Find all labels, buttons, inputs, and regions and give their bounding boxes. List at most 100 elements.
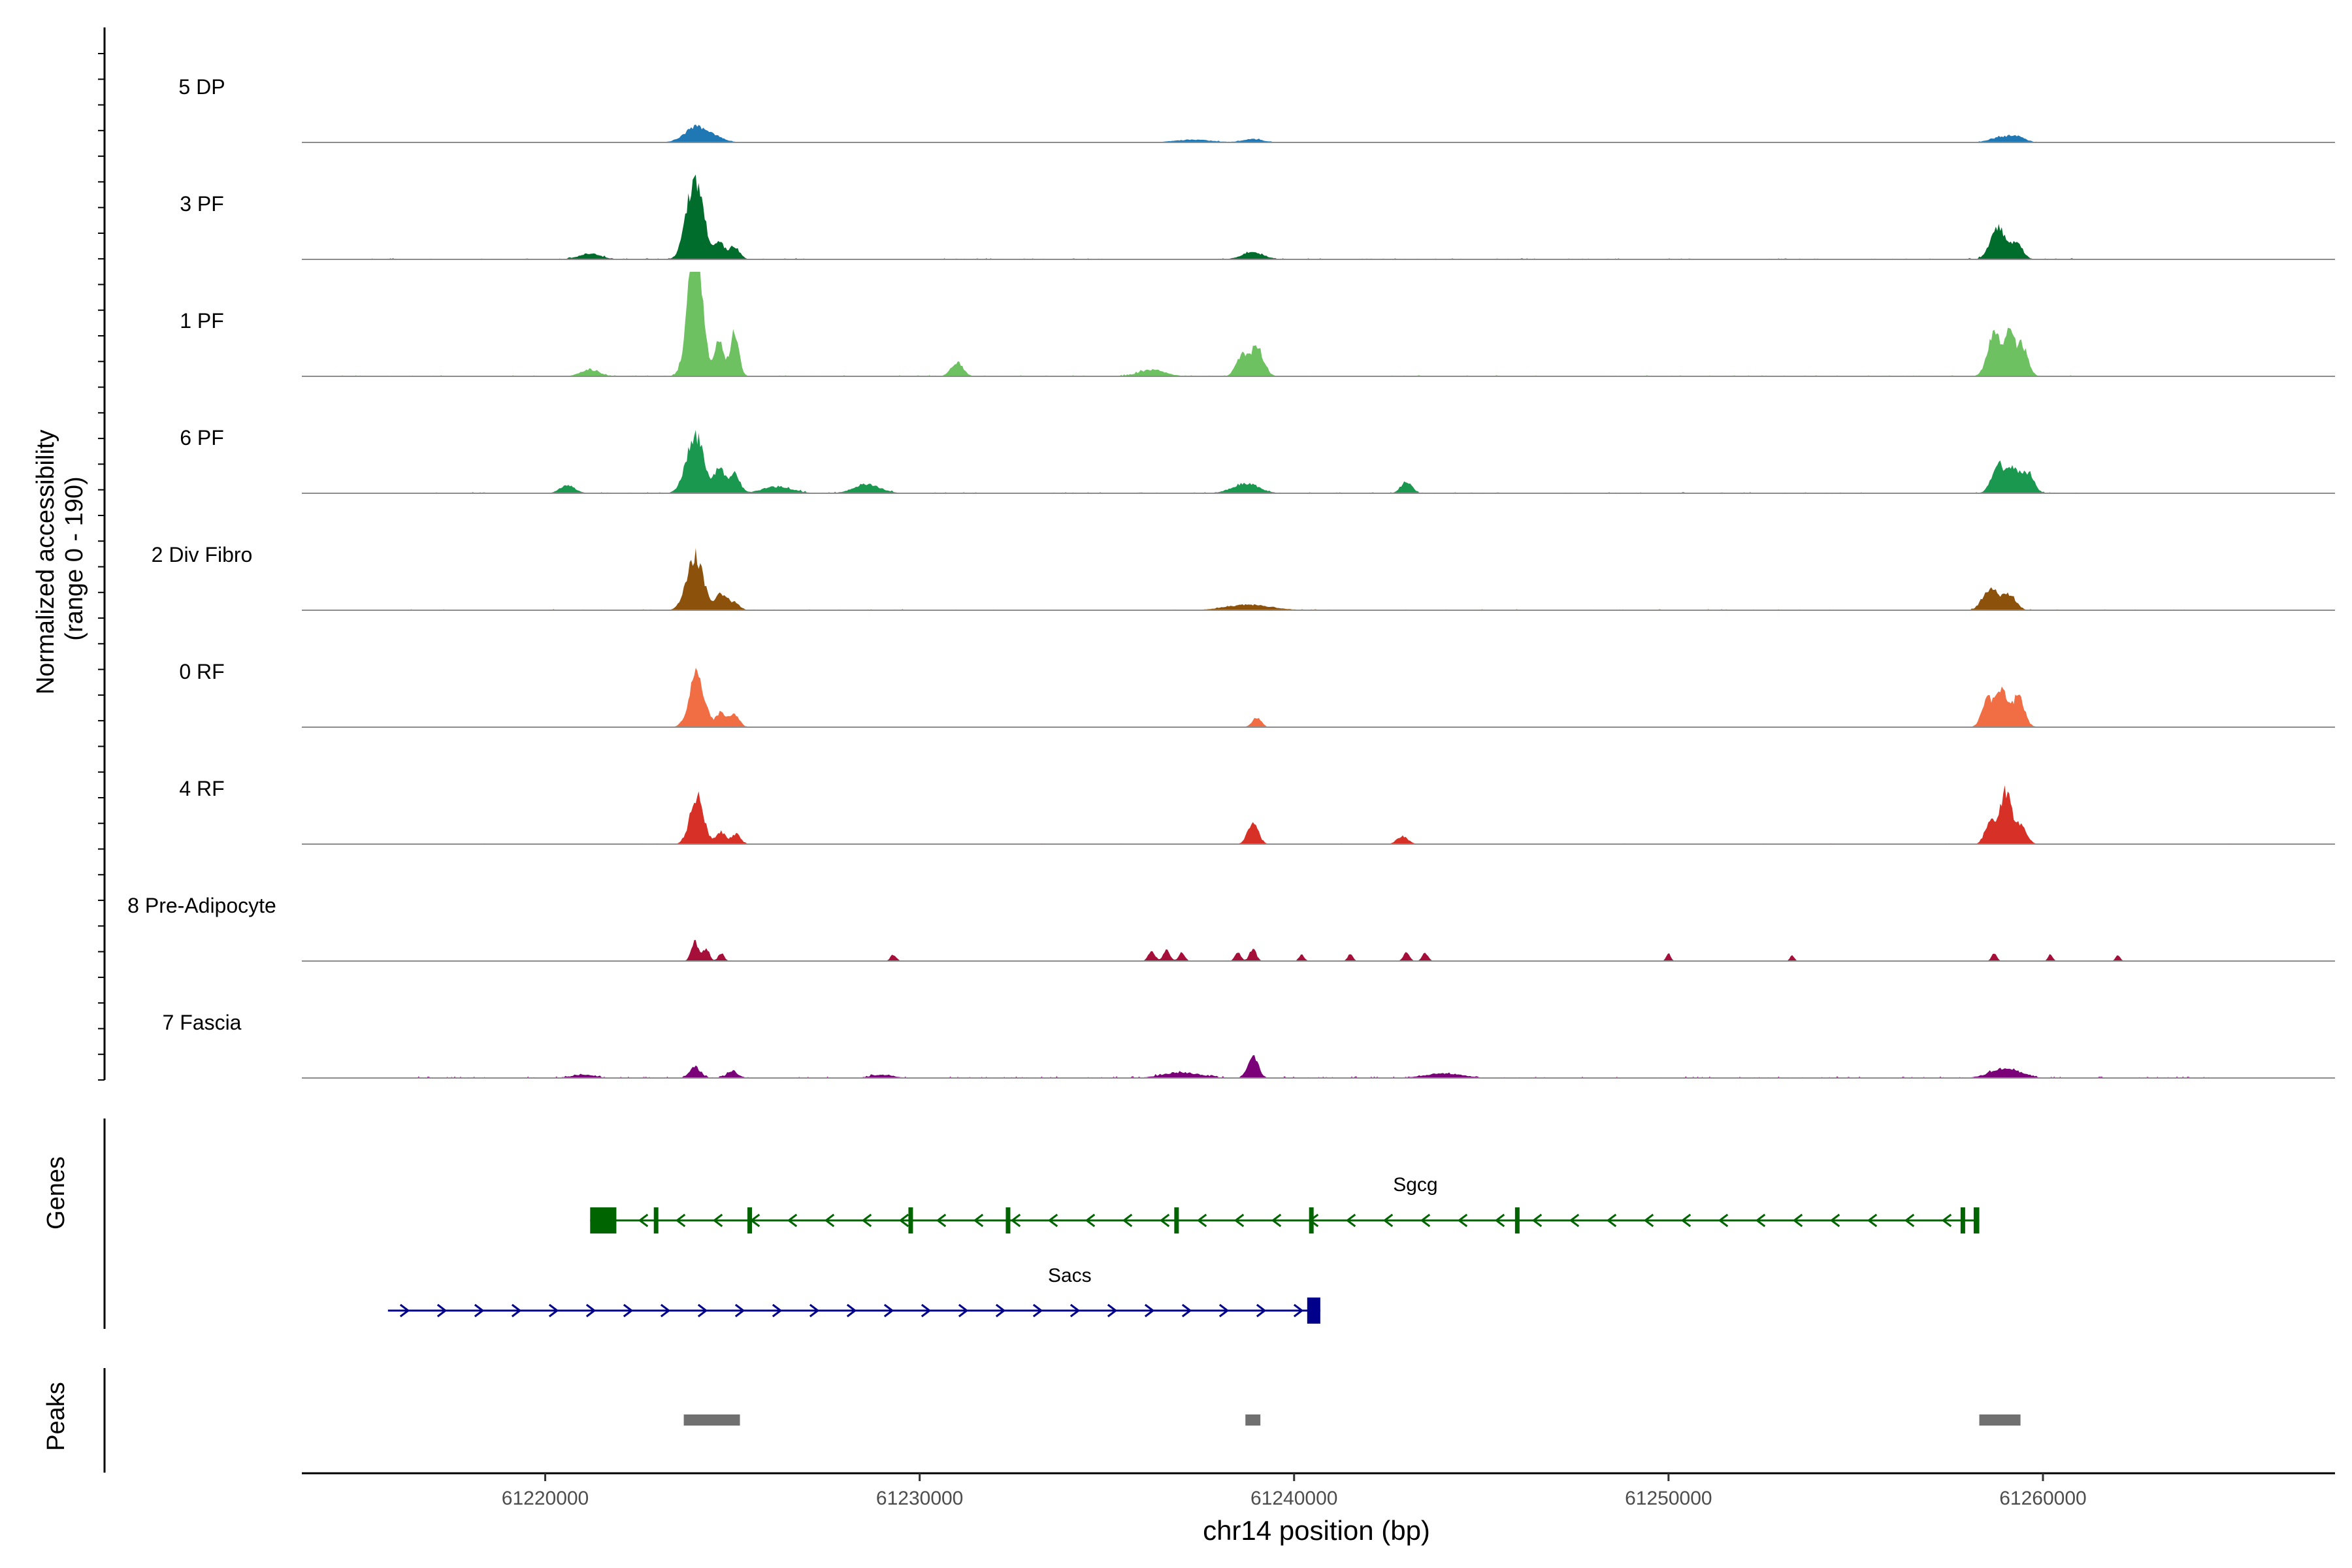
strand-chevron bbox=[1718, 1213, 1729, 1228]
strand-chevron bbox=[1218, 1303, 1230, 1318]
strand-chevron bbox=[1457, 1213, 1468, 1228]
strand-chevron bbox=[809, 1303, 820, 1318]
gene-exon bbox=[653, 1207, 659, 1233]
strand-chevron bbox=[1792, 1213, 1803, 1228]
peak-region-panel bbox=[103, 1368, 2021, 1473]
coverage-track: 0 RF bbox=[179, 660, 2335, 728]
gene-exon bbox=[908, 1207, 913, 1233]
strand-chevron bbox=[1345, 1213, 1356, 1228]
strand-chevron bbox=[1233, 1213, 1245, 1228]
strand-chevron bbox=[1107, 1303, 1118, 1318]
gene-name-label: Sgcg bbox=[1393, 1174, 1437, 1196]
gene-annotation-panel: Sgcg Sacs bbox=[103, 1119, 1980, 1329]
strand-chevron bbox=[1904, 1213, 1915, 1228]
strand-chevron bbox=[623, 1303, 634, 1318]
strand-chevron bbox=[958, 1303, 969, 1318]
y-axis-label: Normalized accessibility (range 0 - 190) bbox=[32, 423, 88, 694]
strand-chevron bbox=[1271, 1213, 1282, 1228]
strand-chevron bbox=[1606, 1213, 1617, 1228]
gene-exon bbox=[1174, 1207, 1179, 1233]
strand-chevron bbox=[399, 1303, 410, 1318]
strand-chevron bbox=[973, 1213, 984, 1228]
strand-chevron bbox=[1531, 1213, 1543, 1228]
track-label: 7 Fascia bbox=[163, 1011, 242, 1034]
strand-chevron bbox=[787, 1213, 798, 1228]
strand-chevron bbox=[1680, 1213, 1691, 1228]
coverage-track: 7 Fascia bbox=[163, 1011, 2335, 1079]
peaks-axis-label: Peaks bbox=[42, 1382, 70, 1451]
strand-chevron bbox=[936, 1213, 947, 1228]
strand-chevron bbox=[1070, 1303, 1081, 1318]
x-axis: 61220000 61230000 61240000 61250000 61260000 bbox=[302, 1472, 2335, 1509]
strand-chevron bbox=[712, 1213, 723, 1228]
strand-chevron bbox=[548, 1303, 559, 1318]
track-label: 8 Pre-Adipocyte bbox=[127, 894, 276, 917]
coverage-track: 2 Div Fibro bbox=[152, 543, 2335, 611]
coverage-track-panel: 5 DP 3 PF 1 PF 6 PF 2 Div Fibro 0 RF 4 RF 8 Pre… bbox=[98, 27, 2335, 1081]
strand-chevron bbox=[1293, 1303, 1304, 1318]
coverage-track: 4 RF bbox=[179, 777, 2335, 845]
y-axis-label-line2: (range 0 - 190) bbox=[61, 476, 88, 640]
x-tick-label: 61260000 bbox=[1999, 1488, 2086, 1509]
strand-chevron bbox=[1569, 1213, 1580, 1228]
track-label: 5 DP bbox=[178, 75, 225, 99]
strand-chevron bbox=[846, 1303, 857, 1318]
gene-exon bbox=[1960, 1207, 1965, 1233]
coverage-track: 6 PF bbox=[180, 426, 2335, 494]
gene-exon bbox=[1005, 1207, 1011, 1233]
strand-chevron bbox=[1643, 1213, 1654, 1228]
strand-chevron bbox=[660, 1303, 671, 1318]
x-axis-title: chr14 position (bp) bbox=[1203, 1515, 1430, 1546]
gene-exon bbox=[1309, 1207, 1314, 1233]
strand-chevron bbox=[675, 1213, 686, 1228]
strand-chevron bbox=[1420, 1213, 1431, 1228]
strand-chevron bbox=[511, 1303, 522, 1318]
strand-chevron bbox=[1047, 1213, 1058, 1228]
track-label: 0 RF bbox=[179, 660, 224, 683]
peak-region-bar bbox=[1245, 1414, 1261, 1426]
strand-chevron bbox=[883, 1303, 894, 1318]
strand-chevron bbox=[1256, 1303, 1267, 1318]
strand-chevron bbox=[1941, 1213, 1952, 1228]
genes-axis-label: Genes bbox=[42, 1156, 70, 1230]
strand-chevron bbox=[734, 1303, 745, 1318]
x-tick-label: 61250000 bbox=[1625, 1488, 1712, 1509]
track-label: 6 PF bbox=[180, 426, 224, 449]
track-label: 1 PF bbox=[180, 309, 224, 333]
x-tick-label: 61240000 bbox=[1250, 1488, 1337, 1509]
strand-chevron bbox=[1382, 1213, 1394, 1228]
strand-chevron bbox=[1085, 1213, 1096, 1228]
gene-name-label: Sacs bbox=[1048, 1265, 1092, 1286]
coverage-track: 1 PF bbox=[180, 272, 2335, 377]
gene-model: Sacs bbox=[387, 1265, 1320, 1324]
strand-chevron bbox=[824, 1213, 835, 1228]
x-tick-label: 61230000 bbox=[876, 1488, 963, 1509]
gene-model: Sgcg bbox=[590, 1174, 1980, 1233]
strand-chevron bbox=[921, 1303, 932, 1318]
coverage-area bbox=[302, 124, 2335, 142]
gene-exon bbox=[1307, 1298, 1320, 1324]
strand-chevron bbox=[638, 1213, 649, 1228]
strand-chevron bbox=[1122, 1213, 1133, 1228]
track-label: 3 PF bbox=[180, 192, 224, 216]
strand-chevron bbox=[1494, 1213, 1505, 1228]
strand-chevron bbox=[474, 1303, 485, 1318]
x-tick-label: 61220000 bbox=[502, 1488, 589, 1509]
strand-chevron bbox=[1196, 1213, 1207, 1228]
coverage-track: 3 PF bbox=[180, 174, 2335, 260]
gene-exon bbox=[747, 1207, 753, 1233]
strand-chevron bbox=[585, 1303, 596, 1318]
track-label: 2 Div Fibro bbox=[152, 543, 253, 566]
strand-chevron bbox=[1159, 1213, 1170, 1228]
strand-chevron bbox=[772, 1303, 783, 1318]
peak-region-bar bbox=[1979, 1414, 2021, 1426]
strand-chevron bbox=[1867, 1213, 1878, 1228]
strand-chevron bbox=[1010, 1213, 1021, 1228]
gene-exon bbox=[590, 1207, 617, 1233]
y-axis-label-line1: Normalized accessibility bbox=[32, 430, 59, 694]
strand-chevron bbox=[1755, 1213, 1766, 1228]
peak-region-bar bbox=[683, 1414, 740, 1426]
coverage-track: 8 Pre-Adipocyte bbox=[127, 894, 2335, 962]
